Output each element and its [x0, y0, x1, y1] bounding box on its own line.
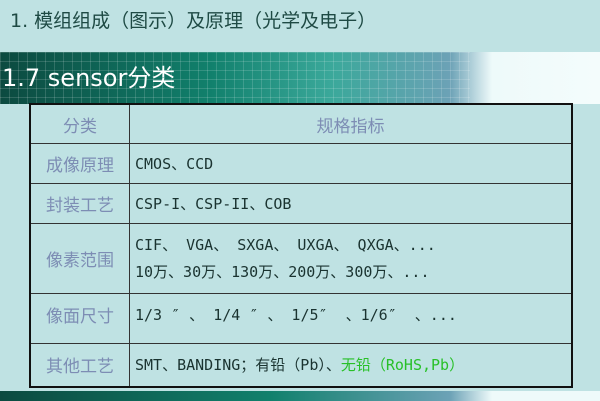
- value-line: CIF、 VGA、 SXGA、 UXGA、 QXGA、...: [135, 235, 436, 254]
- table-row: 其他工艺 SMT、BANDING；有铅（Pb）、无铅（RoHS,Pb）: [29, 343, 573, 387]
- value-line: 10万、30万、130万、200万、300万、...: [135, 262, 430, 281]
- row-label: 封装工艺: [29, 183, 130, 224]
- table-row: 像素范围 CIF、 VGA、 SXGA、 UXGA、 QXGA、... 10万、30…: [29, 223, 573, 294]
- row-value: CIF、 VGA、 SXGA、 UXGA、 QXGA、... 10万、30万、13…: [129, 223, 573, 294]
- row-label: 其他工艺: [29, 343, 130, 387]
- row-value: CSP-I、CSP-II、COB: [129, 183, 573, 224]
- row-label: 像面尺寸: [29, 293, 130, 344]
- row-value: CMOS、CCD: [129, 143, 573, 184]
- row-value: 1/3 ″ 、 1/4 ″ 、 1/5″ 、1/6″ 、...: [129, 293, 573, 344]
- slide-title: 1.7 sensor分类: [2, 64, 176, 92]
- lead-free-text: 无铅（RoHS,Pb）: [340, 356, 465, 375]
- title-banner: [0, 52, 600, 104]
- row-label: 成像原理: [29, 143, 130, 184]
- row-label: 像素范围: [29, 223, 130, 294]
- table-header-row: 分类 规格指标: [29, 103, 573, 144]
- section-heading: 1. 模组组成（图示）及原理（光学及电子）: [10, 10, 377, 32]
- value-text: SMT、BANDING；有铅（Pb）、: [135, 356, 341, 375]
- header-category: 分类: [29, 103, 130, 144]
- row-value: SMT、BANDING；有铅（Pb）、无铅（RoHS,Pb）: [129, 343, 573, 387]
- table-row: 封装工艺 CSP-I、CSP-II、COB: [29, 183, 573, 224]
- table-row: 像面尺寸 1/3 ″ 、 1/4 ″ 、 1/5″ 、1/6″ 、...: [29, 293, 573, 344]
- header-spec: 规格指标: [129, 103, 573, 144]
- footer-banner: [0, 391, 600, 401]
- table-row: 成像原理 CMOS、CCD: [29, 143, 573, 184]
- sensor-classification-table: 分类 规格指标 成像原理 CMOS、CCD 封装工艺 CSP-I、CSP-II、COB…: [29, 103, 573, 388]
